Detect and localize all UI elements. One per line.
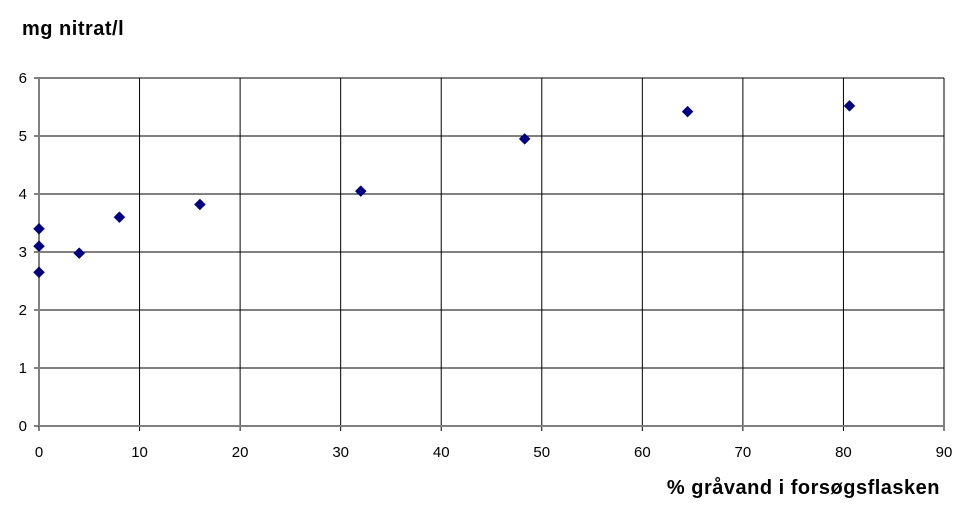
x-tick-label: 10 [131, 444, 148, 461]
x-tick-label: 0 [35, 444, 43, 461]
x-tick-label: 20 [232, 444, 249, 461]
data-point [354, 185, 367, 197]
x-tick-label: 30 [332, 444, 349, 461]
x-tick-label: 40 [433, 444, 450, 461]
x-tick-label: 60 [634, 444, 651, 461]
data-point [843, 99, 856, 112]
axes [34, 77, 945, 431]
data-point [73, 247, 86, 260]
y-tick-label: 1 [19, 360, 27, 377]
data-point [113, 211, 126, 224]
data-points [33, 99, 856, 279]
x-axis-title: % gråvand i forsøgsflasken [666, 477, 940, 499]
data-point [33, 240, 45, 253]
data-point [33, 222, 45, 235]
x-tick-labels: 0 10 20 30 40 50 60 70 80 90 [35, 444, 953, 461]
y-tick-label: 6 [19, 70, 27, 87]
y-tick-label: 3 [19, 244, 27, 261]
x-tick-label: 50 [533, 444, 550, 461]
x-tick-label: 90 [936, 444, 953, 461]
y-tick-labels: 0 1 2 3 4 5 6 [19, 70, 27, 435]
x-tick-label: 70 [735, 444, 752, 461]
grid-lines [39, 77, 945, 426]
data-point [518, 133, 531, 145]
x-tick-label: 80 [835, 444, 852, 461]
data-point [681, 105, 694, 118]
data-point [194, 198, 206, 211]
data-point [33, 266, 45, 279]
y-axis-title: mg nitrat/l [22, 18, 125, 40]
y-tick-label: 5 [19, 128, 27, 145]
y-tick-label: 0 [19, 418, 27, 435]
y-tick-label: 4 [19, 186, 27, 203]
y-tick-label: 2 [19, 302, 27, 319]
